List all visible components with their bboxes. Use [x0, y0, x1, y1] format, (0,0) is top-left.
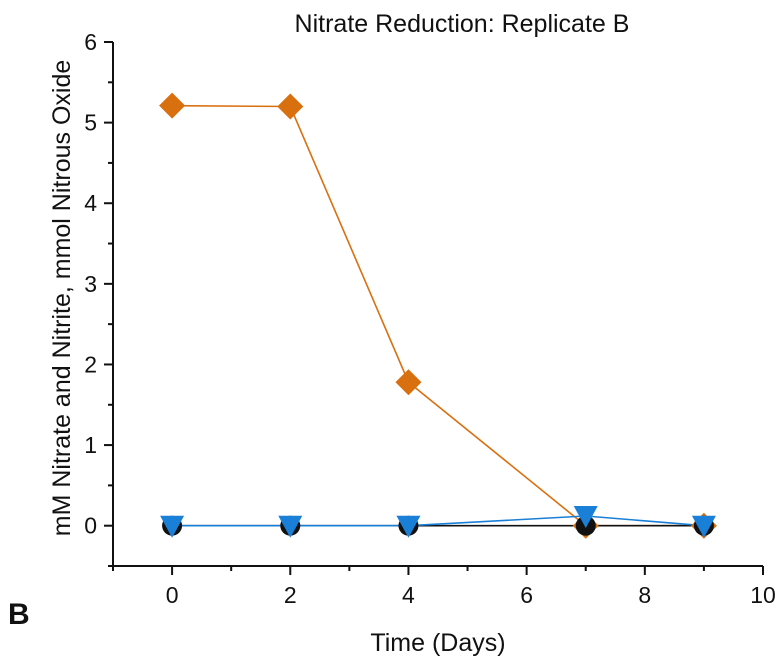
- chart-title: Nitrate Reduction: Replicate B: [295, 10, 630, 38]
- y-tick-label: 5: [84, 110, 97, 136]
- series-3-point: [396, 515, 421, 538]
- x-tick-label: 6: [520, 582, 533, 608]
- series-3-point: [573, 506, 598, 529]
- y-tick-label: 4: [84, 190, 97, 216]
- y-tick-label: 1: [84, 432, 97, 458]
- x-tick-label: 2: [284, 582, 297, 608]
- series-1-point: [159, 92, 186, 119]
- x-tick-label: 4: [402, 582, 415, 608]
- series-1-point: [395, 369, 422, 396]
- y-tick-label: 3: [84, 271, 97, 297]
- panel-label: B: [8, 598, 30, 631]
- series-3-point: [691, 515, 716, 538]
- x-tick-label: 0: [166, 582, 179, 608]
- x-tick-label: 8: [638, 582, 651, 608]
- series-1-line: [172, 104, 704, 527]
- y-tick-label: 2: [84, 351, 97, 377]
- axes: [112, 42, 763, 567]
- x-tick-label: 10: [750, 582, 776, 608]
- x-axis-label: Time (Days): [370, 629, 505, 657]
- series-1-point: [277, 93, 304, 120]
- series-3-point: [278, 515, 303, 538]
- y-axis-label: mM Nitrate and Nitrite, mmol Nitrous Oxi…: [48, 60, 76, 537]
- y-tick-label: 0: [84, 513, 97, 539]
- y-tick-label: 6: [84, 29, 97, 55]
- series-3-line: [172, 515, 704, 527]
- tick-marks: 0 2 4 6 8 10 0 1 2 3 4 5 6: [84, 29, 776, 608]
- series-3-point: [160, 515, 185, 538]
- series-layer: [159, 92, 717, 539]
